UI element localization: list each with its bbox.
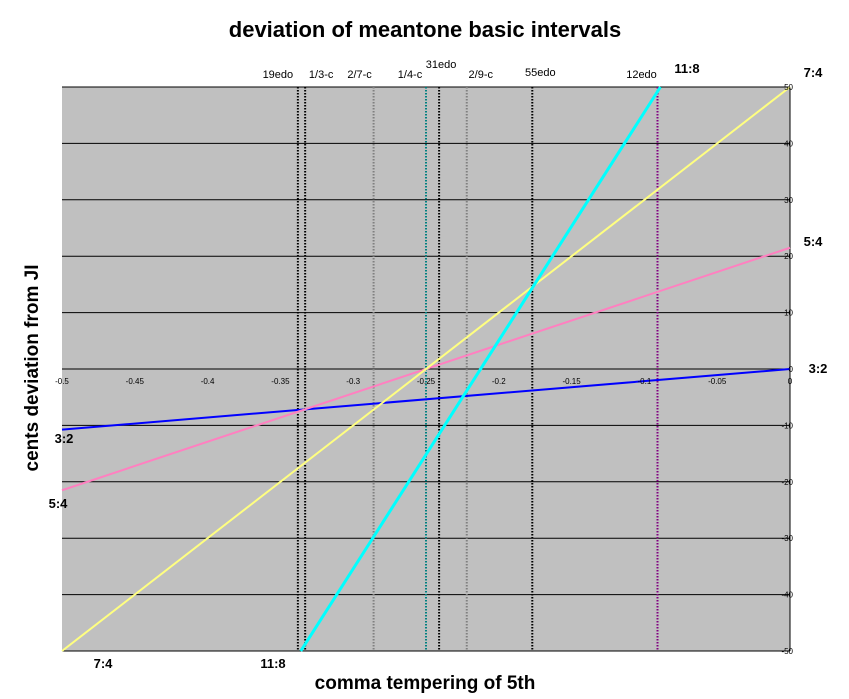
x-tick-label: -0.1 xyxy=(638,377,652,386)
marker-label: 12edo xyxy=(626,69,657,81)
x-tick-label: -0.05 xyxy=(708,377,727,386)
marker-label: 31edo xyxy=(426,59,457,71)
series-line xyxy=(61,86,791,652)
x-axis-title: comma tempering of 5th xyxy=(315,673,536,694)
series-label-right: 11:8 xyxy=(674,61,699,76)
y-tick-label: 40 xyxy=(784,139,793,148)
x-tick-label: 0 xyxy=(788,377,793,386)
x-tick-label: -0.15 xyxy=(562,377,581,386)
series-label-right: 3:2 xyxy=(809,361,828,376)
marker-label: 2/7-c xyxy=(347,69,372,81)
y-tick-label: 50 xyxy=(784,83,793,92)
series-line xyxy=(61,368,791,431)
marker-label: 19edo xyxy=(263,69,294,81)
x-tick-label: -0.45 xyxy=(126,377,145,386)
series-label-left: 11:8 xyxy=(260,656,285,671)
y-tick-label: -30 xyxy=(781,534,793,543)
x-tick-labels: -0.5 -0.45 -0.4 -0.35 -0.3 -0.25 -0.2 -0.15 -0.1… xyxy=(55,377,793,386)
x-tick-label: -0.5 xyxy=(55,377,69,386)
series-label-right: 7:4 xyxy=(804,65,824,80)
y-tick-label: 30 xyxy=(784,196,793,205)
marker-label: 1/3-c xyxy=(309,69,334,81)
series-label-right: 5:4 xyxy=(804,234,824,249)
marker-label: 1/4-c xyxy=(398,69,423,81)
y-tick-label: 20 xyxy=(784,252,793,261)
series-label-left: 3:2 xyxy=(55,431,74,446)
y-tick-label: -40 xyxy=(781,591,793,600)
y-axis-title: cents deviation from JI xyxy=(22,265,43,472)
series-label-left: 5:4 xyxy=(49,496,69,511)
y-tick-label: -20 xyxy=(781,478,793,487)
y-tick-label: -50 xyxy=(781,647,793,656)
marker-label: 55edo xyxy=(525,67,556,79)
y-tick-label: 10 xyxy=(784,309,793,318)
series-lines xyxy=(61,86,791,652)
x-tick-label: -0.35 xyxy=(271,377,290,386)
series-line xyxy=(299,86,662,652)
marker-label: 2/9-c xyxy=(469,69,494,81)
x-tick-label: -0.3 xyxy=(346,377,360,386)
x-tick-label: -0.2 xyxy=(492,377,506,386)
x-tick-label: -0.25 xyxy=(417,377,436,386)
series-label-left: 7:4 xyxy=(94,656,114,671)
x-tick-label: -0.4 xyxy=(201,377,215,386)
y-tick-labels: -50 -40 -30 -20 -10 0 10 20 30 40 50 xyxy=(781,83,793,656)
y-tick-label: 0 xyxy=(789,365,794,374)
y-tick-label: -10 xyxy=(781,421,793,430)
chart-title: deviation of meantone basic intervals xyxy=(229,17,621,42)
series-labels: 3:2 3:2 5:4 5:4 7:4 7:4 11:8 11:8 xyxy=(49,61,828,671)
